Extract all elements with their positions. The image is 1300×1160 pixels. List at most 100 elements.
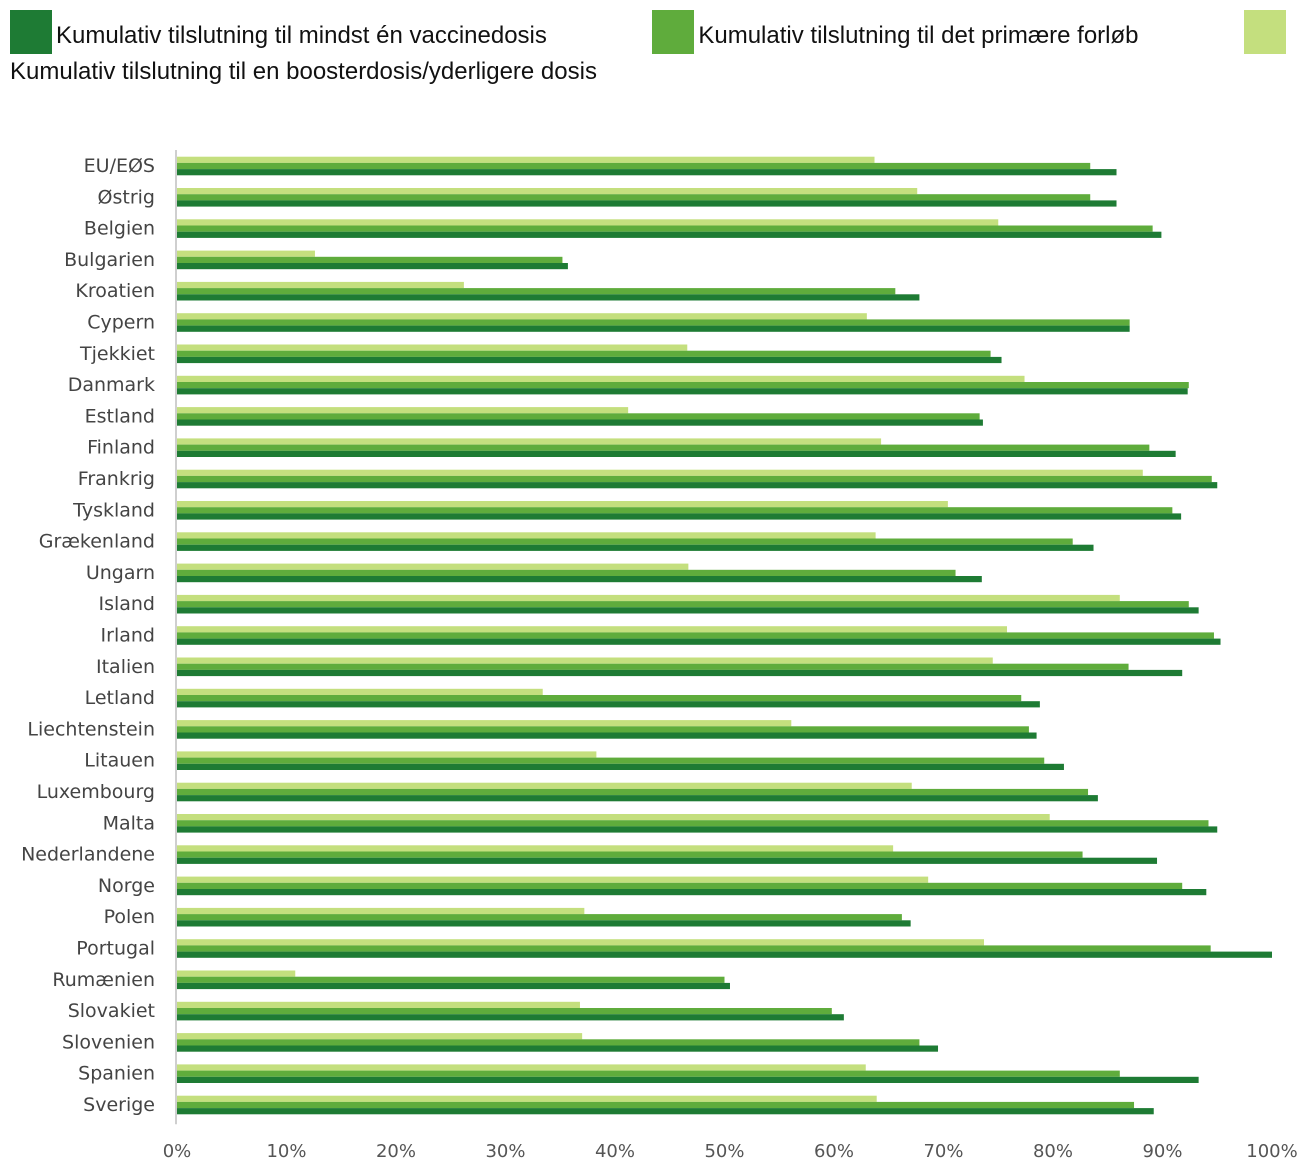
bar-rumænien-s2[interactable]: [177, 970, 296, 977]
bar-polen-s0[interactable]: [177, 920, 911, 927]
bar-norge-s2[interactable]: [177, 876, 929, 883]
bar-letland-s0[interactable]: [177, 701, 1040, 708]
legend-item-first-dose[interactable]: Kumulativ tilslutning til mindst én vacc…: [10, 10, 547, 54]
bar-sverige-s0[interactable]: [177, 1108, 1154, 1115]
bar-irland-s1[interactable]: [177, 632, 1214, 639]
bar-tjekkiet-s0[interactable]: [177, 356, 1002, 364]
bar-tyskland-s0[interactable]: [177, 513, 1182, 520]
bar-slovakiet-s1[interactable]: [177, 1008, 832, 1015]
bar-spanien-s0[interactable]: [177, 1076, 1199, 1083]
bar-irland-s0[interactable]: [177, 638, 1221, 645]
bar-litauen-s2[interactable]: [177, 751, 597, 758]
bar-østrig-s1[interactable]: [177, 194, 1091, 201]
bar-luxembourg-s0[interactable]: [177, 795, 1098, 802]
bar-italien-s0[interactable]: [177, 669, 1183, 677]
bar-slovenien-s2[interactable]: [177, 1033, 583, 1040]
bar-slovakiet-s2[interactable]: [177, 1001, 580, 1008]
bar-cypern-s2[interactable]: [177, 313, 867, 320]
bar-estland-s1[interactable]: [177, 413, 980, 420]
bar-finland-s0[interactable]: [177, 450, 1176, 457]
bar-island-s1[interactable]: [177, 601, 1189, 608]
bar-island-s0[interactable]: [177, 607, 1199, 614]
bar-malta-s0[interactable]: [177, 826, 1218, 833]
bar-italien-s2[interactable]: [177, 657, 993, 664]
bar-island-s2[interactable]: [177, 594, 1120, 602]
bar-letland-s2[interactable]: [177, 688, 543, 695]
bar-grækenland-s2[interactable]: [177, 532, 876, 539]
bar-litauen-s0[interactable]: [177, 763, 1064, 770]
bar-ungarn-s1[interactable]: [177, 569, 956, 576]
bar-spanien-s2[interactable]: [177, 1064, 866, 1071]
bar-litauen-s1[interactable]: [177, 757, 1045, 764]
bar-malta-s2[interactable]: [177, 814, 1050, 821]
bar-norge-s1[interactable]: [177, 882, 1183, 889]
bar-polen-s1[interactable]: [177, 914, 902, 921]
bar-liechtenstein-s0[interactable]: [177, 732, 1037, 739]
bar-eu-eøs-s1[interactable]: [177, 162, 1091, 170]
category-label: Litauen: [84, 750, 155, 772]
bar-danmark-s0[interactable]: [177, 388, 1188, 395]
bar-slovenien-s0[interactable]: [177, 1045, 939, 1052]
bar-sverige-s2[interactable]: [177, 1095, 877, 1102]
bar-danmark-s1[interactable]: [177, 382, 1189, 389]
bar-portugal-s1[interactable]: [177, 945, 1211, 952]
bar-cypern-s1[interactable]: [177, 319, 1130, 326]
bar-danmark-s2[interactable]: [177, 375, 1025, 382]
bar-letland-s1[interactable]: [177, 695, 1022, 702]
bar-portugal-s0[interactable]: [177, 951, 1272, 958]
bar-frankrig-s2[interactable]: [177, 469, 1143, 476]
category-label: Malta: [103, 812, 155, 834]
bar-rumænien-s1[interactable]: [177, 976, 725, 983]
bar-tyskland-s2[interactable]: [177, 501, 948, 508]
bar-nederlandene-s1[interactable]: [177, 851, 1083, 858]
bar-østrig-s0[interactable]: [177, 200, 1117, 207]
bar-slovakiet-s0[interactable]: [177, 1014, 844, 1021]
bar-estland-s2[interactable]: [177, 407, 629, 414]
bar-kroatien-s2[interactable]: [177, 281, 464, 289]
bar-luxembourg-s2[interactable]: [177, 782, 912, 789]
bar-bulgarien-s2[interactable]: [177, 250, 315, 257]
bar-belgien-s1[interactable]: [177, 225, 1153, 232]
bar-ungarn-s0[interactable]: [177, 576, 982, 583]
bar-kroatien-s0[interactable]: [177, 294, 920, 301]
bar-cypern-s0[interactable]: [177, 325, 1130, 332]
bar-bulgarien-s1[interactable]: [177, 256, 563, 263]
bar-frankrig-s0[interactable]: [177, 482, 1218, 489]
category-label: Østrig: [98, 186, 155, 208]
bar-belgien-s2[interactable]: [177, 219, 999, 226]
bar-slovenien-s1[interactable]: [177, 1039, 920, 1046]
bar-ungarn-s2[interactable]: [177, 563, 689, 570]
bar-norge-s0[interactable]: [177, 889, 1207, 896]
bar-luxembourg-s1[interactable]: [177, 788, 1089, 796]
bar-rumænien-s0[interactable]: [177, 982, 730, 990]
bar-tjekkiet-s2[interactable]: [177, 344, 688, 351]
bar-finland-s1[interactable]: [177, 444, 1150, 451]
bar-spanien-s1[interactable]: [177, 1070, 1120, 1077]
legend-label-booster[interactable]: Kumulativ tilslutning til en boosterdosi…: [10, 58, 597, 85]
bar-belgien-s0[interactable]: [177, 231, 1162, 238]
bar-kroatien-s1[interactable]: [177, 288, 896, 295]
bar-portugal-s2[interactable]: [177, 939, 985, 946]
bar-eu-eøs-s0[interactable]: [177, 169, 1117, 176]
bar-sverige-s1[interactable]: [177, 1101, 1135, 1109]
bar-nederlandene-s0[interactable]: [177, 857, 1158, 864]
bar-frankrig-s1[interactable]: [177, 475, 1212, 483]
bar-tjekkiet-s1[interactable]: [177, 350, 991, 357]
bar-finland-s2[interactable]: [177, 438, 882, 445]
bar-liechtenstein-s1[interactable]: [177, 726, 1029, 733]
legend-item-primary-course[interactable]: Kumulativ tilslutning til det primære fo…: [652, 10, 1139, 54]
bar-østrig-s2[interactable]: [177, 188, 918, 195]
bar-tyskland-s1[interactable]: [177, 507, 1173, 514]
bar-estland-s0[interactable]: [177, 419, 983, 426]
bar-italien-s1[interactable]: [177, 663, 1129, 670]
bar-eu-eøs-s2[interactable]: [177, 156, 875, 163]
bar-polen-s2[interactable]: [177, 907, 585, 915]
bar-bulgarien-s0[interactable]: [177, 263, 568, 270]
category-label: Italien: [96, 656, 155, 678]
bar-grækenland-s0[interactable]: [177, 544, 1094, 551]
bar-irland-s2[interactable]: [177, 626, 1008, 633]
bar-nederlandene-s2[interactable]: [177, 845, 894, 852]
bar-grækenland-s1[interactable]: [177, 538, 1073, 545]
bar-liechtenstein-s2[interactable]: [177, 720, 792, 727]
bar-malta-s1[interactable]: [177, 820, 1209, 827]
